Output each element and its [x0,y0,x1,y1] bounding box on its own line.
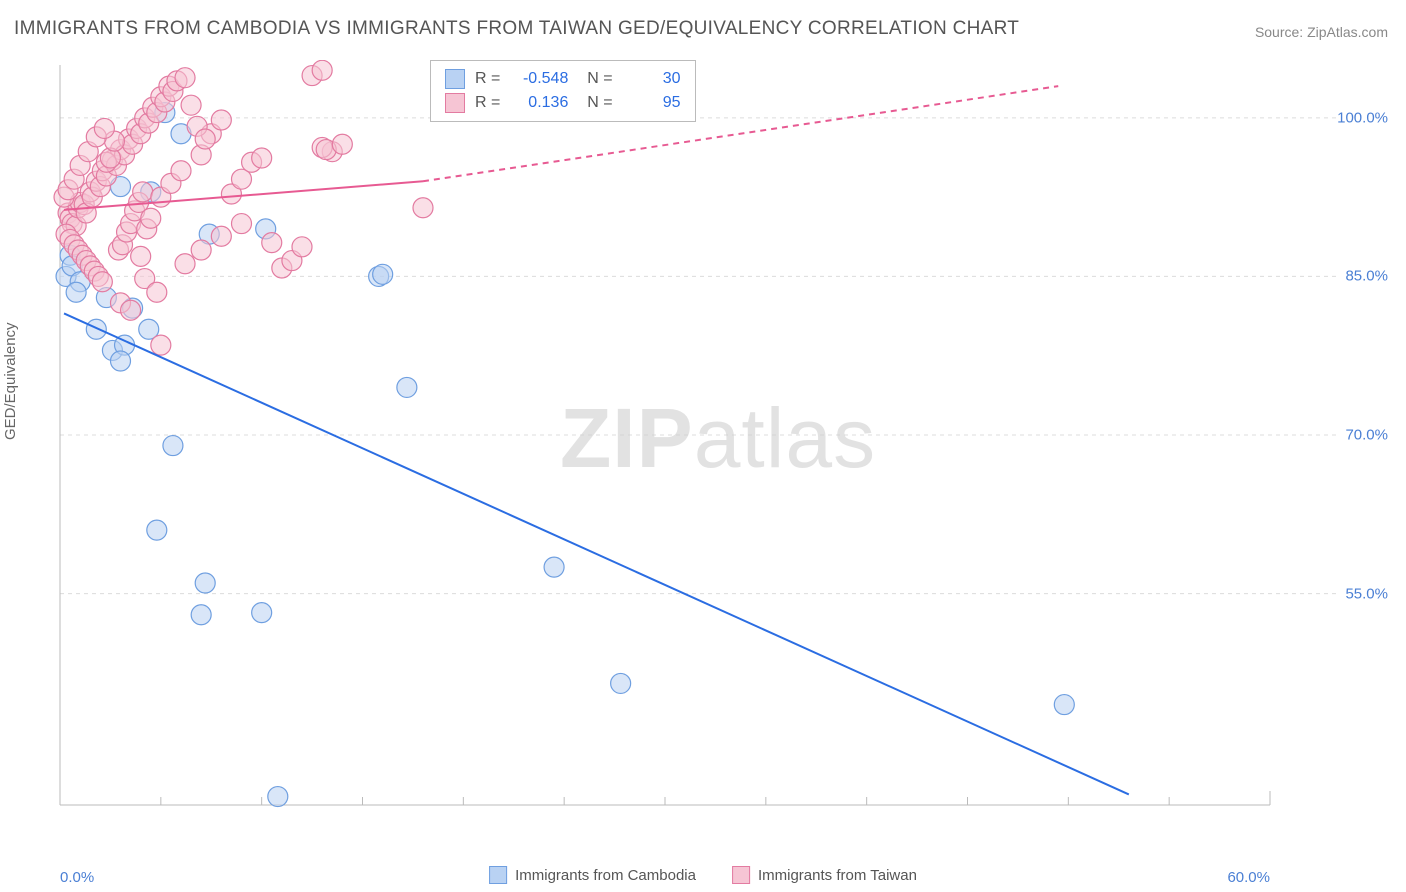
corr-r-value: -0.548 [510,70,568,88]
corr-n-value: 30 [623,70,681,88]
chart-plot [50,60,1340,840]
y-tick-label: 85.0% [1345,268,1388,285]
legend-swatch-icon [732,866,750,884]
corr-r-value: 0.136 [510,94,568,112]
legend-label: Immigrants from Taiwan [758,867,917,884]
bottom-legend: Immigrants from Cambodia Immigrants from… [489,866,917,884]
chart-title: IMMIGRANTS FROM CAMBODIA VS IMMIGRANTS F… [14,18,1019,40]
x-tick-label: 60.0% [1227,869,1270,886]
y-tick-label: 55.0% [1345,585,1388,602]
x-tick-label: 0.0% [60,869,94,886]
legend-item: Immigrants from Cambodia [489,866,696,884]
y-tick-label: 70.0% [1345,427,1388,444]
corr-swatch-icon [445,93,465,113]
source-label: Source: ZipAtlas.com [1255,24,1388,40]
corr-n-label: N = [578,94,612,112]
legend-item: Immigrants from Taiwan [732,866,917,884]
corr-swatch-icon [445,69,465,89]
legend-label: Immigrants from Cambodia [515,867,696,884]
corr-n-label: N = [578,70,612,88]
y-axis-label: GED/Equivalency [2,322,19,440]
corr-row: R = 0.136 N = 95 [445,91,681,115]
y-tick-label: 100.0% [1337,109,1388,126]
corr-r-label: R = [475,94,500,112]
correlation-box: R = -0.548 N = 30 R = 0.136 N = 95 [430,60,696,122]
corr-n-value: 95 [623,94,681,112]
corr-r-label: R = [475,70,500,88]
corr-row: R = -0.548 N = 30 [445,67,681,91]
legend-swatch-icon [489,866,507,884]
